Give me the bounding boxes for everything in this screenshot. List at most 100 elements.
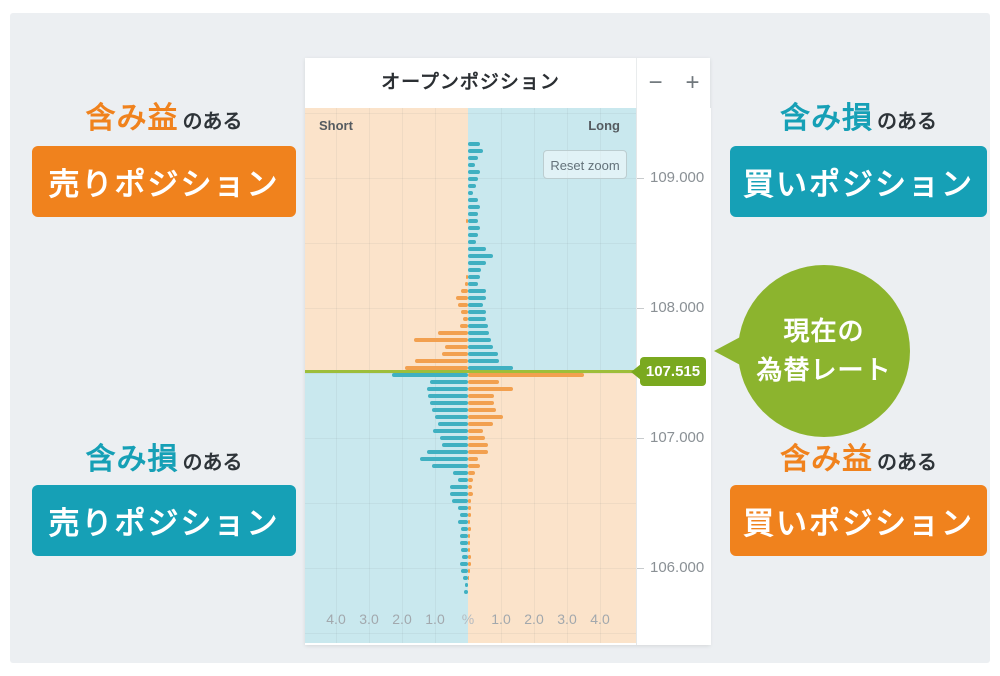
- short-position-bar: [449, 484, 468, 489]
- long-position-bar: [468, 176, 478, 181]
- x-axis-label: 3.0: [557, 611, 577, 627]
- long-position-bar: [468, 274, 480, 279]
- long-position-bar: [468, 232, 478, 237]
- x-axis-label: %: [461, 611, 475, 627]
- short-position-bar: [431, 463, 468, 468]
- short-position-bar: [449, 491, 468, 496]
- long-position-bar: [468, 554, 472, 559]
- price-axis-label: 107.000: [650, 428, 705, 446]
- zoom-in-button[interactable]: +: [679, 71, 705, 95]
- short-position-bar: [463, 316, 468, 321]
- long-position-bar: [468, 169, 480, 174]
- gridline-horizontal: [305, 502, 636, 504]
- price-tick: [637, 437, 644, 439]
- long-position-bar: [468, 540, 470, 545]
- short-position-bar: [435, 414, 468, 419]
- gridline-horizontal: [305, 307, 636, 309]
- long-position-bar: [468, 218, 478, 223]
- highlight-term: 含み損: [780, 102, 873, 135]
- short-position-bar: [459, 512, 468, 517]
- short-position-bar: [441, 442, 468, 447]
- callout-line2: 為替レート: [756, 355, 892, 385]
- long-position-bar: [468, 407, 497, 412]
- short-position-bar: [430, 400, 468, 405]
- current-rate-tag: 107.515: [631, 357, 706, 386]
- long-position-bar: [468, 246, 487, 251]
- long-position-bar: [468, 337, 492, 342]
- long-position-bar: [468, 379, 500, 384]
- short-position-bar: [466, 274, 468, 279]
- long-position-bar: [468, 309, 487, 314]
- long-position-bar: [468, 225, 480, 230]
- short-position-bar: [453, 470, 468, 475]
- long-position-bar: [468, 323, 488, 328]
- long-position-bar: [468, 260, 487, 265]
- long-position-bar: [468, 344, 494, 349]
- rate-callout-bubble: 現在の 為替レート: [738, 265, 910, 437]
- annotation-heading-top-left: 含み益 のある: [22, 93, 306, 137]
- long-position-bar: [468, 183, 477, 188]
- long-position-bar: [468, 281, 478, 286]
- short-position-bar: [430, 379, 468, 384]
- long-position-bar: [468, 288, 487, 293]
- gridline-horizontal: [305, 112, 636, 114]
- long-position-bar: [468, 190, 473, 195]
- short-position-bar: [464, 589, 468, 594]
- long-position-bar: [468, 316, 487, 321]
- zoom-out-button[interactable]: −: [642, 71, 668, 95]
- long-position-bar: [468, 351, 498, 356]
- long-position-bar: [468, 330, 490, 335]
- long-position-bar: [468, 267, 482, 272]
- long-position-bar: [468, 512, 471, 517]
- open-position-panel: オープンポジション − + Short Long Reset zoom 4.0 3…: [305, 58, 711, 645]
- long-position-bar: [468, 561, 471, 566]
- short-position-bar: [433, 428, 468, 433]
- suffix-text: のある: [877, 452, 937, 474]
- short-position-bar: [431, 407, 468, 412]
- short-position-bar: [426, 449, 468, 454]
- long-position-bar: [468, 155, 478, 160]
- long-position-bar: [468, 302, 483, 307]
- long-position-bar: [468, 414, 503, 419]
- long-position-bar: [468, 211, 478, 216]
- long-position-bar: [468, 575, 469, 580]
- long-position-bar: [468, 470, 475, 475]
- short-position-bar: [439, 435, 468, 440]
- rate-tag-arrow-icon: [631, 364, 641, 380]
- gridline-vertical: [336, 108, 337, 643]
- long-position-bar: [468, 162, 475, 167]
- sell-position-label-top: 売りポジション: [32, 146, 296, 217]
- price-tick: [637, 307, 644, 309]
- current-rate-value: 107.515: [645, 363, 701, 380]
- long-position-bar: [468, 533, 470, 538]
- quadrant-short-loss: [305, 371, 468, 643]
- x-axis-label: 2.0: [524, 611, 544, 627]
- long-position-bar: [468, 547, 470, 552]
- x-axis-label: 1.0: [491, 611, 511, 627]
- price-axis: 107.515 109.000 108.000 107.000 106.000: [631, 108, 711, 645]
- long-position-bar: [468, 568, 470, 573]
- short-position-bar: [438, 421, 468, 426]
- chart-plot[interactable]: Short Long Reset zoom 4.0 3.0 2.0 1.0% 1.0 2.…: [305, 108, 636, 643]
- long-position-bar: [468, 197, 478, 202]
- price-axis-label: 108.000: [650, 298, 705, 316]
- short-position-bar: [428, 393, 468, 398]
- reset-zoom-button[interactable]: Reset zoom: [543, 150, 627, 179]
- long-position-bar: [468, 477, 473, 482]
- short-position-bar: [451, 498, 468, 503]
- gridline-vertical: [369, 108, 370, 643]
- short-side-label: Short: [319, 118, 353, 133]
- annotation-heading-bottom-left: 含み損 のある: [22, 434, 306, 478]
- x-axis-label: 4.0: [326, 611, 346, 627]
- page-canvas: 含み益 のある 売りポジション 含み損 のある 売りポジション 含み損 のある 買いポ…: [10, 13, 990, 663]
- short-position-bar: [464, 582, 468, 587]
- long-position-bar: [468, 386, 513, 391]
- short-position-bar: [405, 365, 468, 370]
- annotation-heading-top-right: 含み損 のある: [720, 93, 997, 137]
- price-tick: [637, 177, 644, 179]
- callout-line1: 現在の: [783, 316, 865, 346]
- x-axis-label: 2.0: [392, 611, 412, 627]
- short-position-bar: [463, 575, 468, 580]
- long-side-label: Long: [588, 118, 620, 133]
- short-position-bar: [461, 288, 468, 293]
